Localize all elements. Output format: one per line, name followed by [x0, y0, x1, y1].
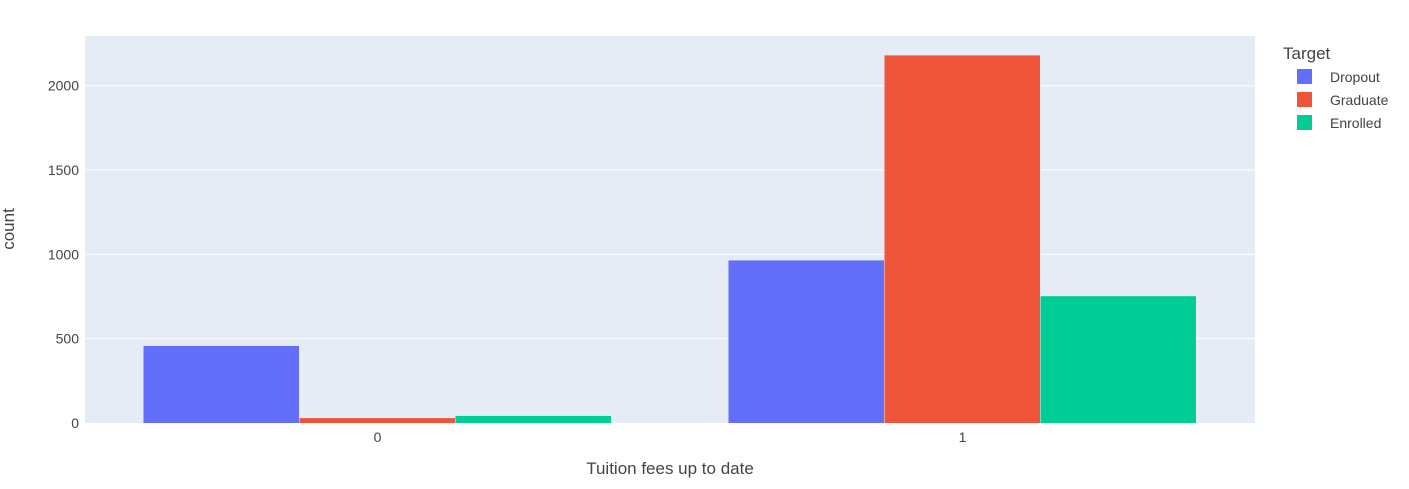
legend-label: Enrolled [1330, 115, 1381, 131]
bar-dropout-0[interactable] [143, 345, 300, 423]
bar-enrolled-0[interactable] [455, 415, 612, 423]
y-axis-title: count [0, 208, 18, 250]
bar-dropout-1[interactable] [728, 260, 885, 423]
legend-item-enrolled[interactable]: Enrolled [1297, 115, 1381, 131]
legend-item-dropout[interactable]: Dropout [1297, 69, 1380, 85]
y-tick-label: 2000 [48, 78, 79, 94]
x-tick-label: 1 [959, 429, 967, 445]
y-tick-label: 0 [71, 415, 79, 431]
y-tick-label: 500 [56, 331, 80, 347]
x-axis-title: Tuition fees up to date [586, 459, 754, 478]
y-tick-label: 1000 [48, 246, 79, 262]
bar-graduate-1[interactable] [884, 55, 1041, 424]
legend-item-graduate[interactable]: Graduate [1297, 92, 1389, 108]
bars [143, 55, 1197, 424]
legend-label: Dropout [1330, 69, 1380, 85]
bar-enrolled-1[interactable] [1040, 296, 1197, 423]
y-tick-label: 1500 [48, 162, 79, 178]
bar-graduate-0[interactable] [299, 418, 456, 423]
x-tick-label: 0 [374, 429, 382, 445]
legend-swatch [1297, 115, 1312, 130]
legend-title: Target [1283, 44, 1331, 63]
legend-swatch [1297, 92, 1312, 107]
y-axis-ticks: 0 500 1000 1500 2000 [48, 78, 79, 431]
legend-label: Graduate [1330, 92, 1389, 108]
legend-swatch [1297, 69, 1312, 84]
legend[interactable]: Target Dropout Graduate Enrolled [1283, 44, 1389, 131]
